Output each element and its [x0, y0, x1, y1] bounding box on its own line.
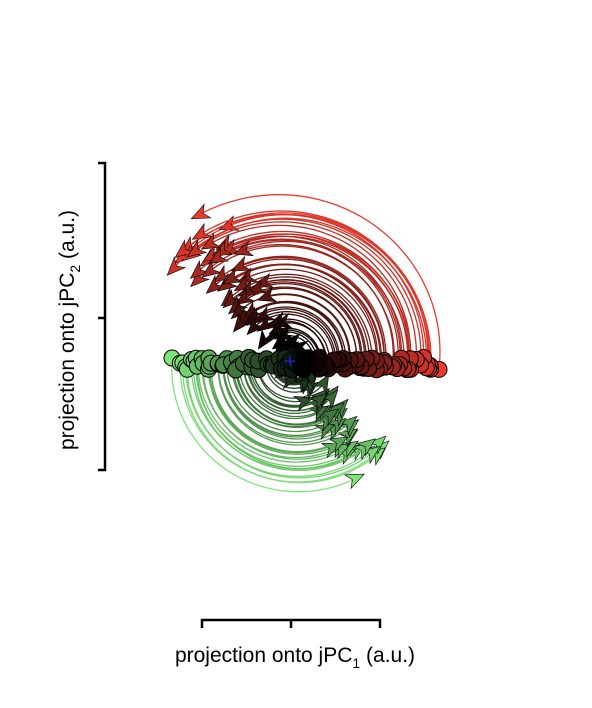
x-axis-line: [202, 620, 380, 628]
trajectory-arrowhead: [191, 204, 211, 219]
start-point-layer: [164, 349, 447, 378]
y-axis-label: projection onto jPC2 (a.u.): [56, 210, 83, 450]
trajectory-start-point: [300, 350, 316, 366]
origin-marker: +: [284, 351, 296, 373]
y-axis-line: [98, 163, 105, 470]
x-axis-label: projection onto jPC1 (a.u.): [175, 644, 415, 671]
trajectory-layer: [167, 195, 440, 492]
trajectory-arrowhead: [345, 474, 365, 488]
